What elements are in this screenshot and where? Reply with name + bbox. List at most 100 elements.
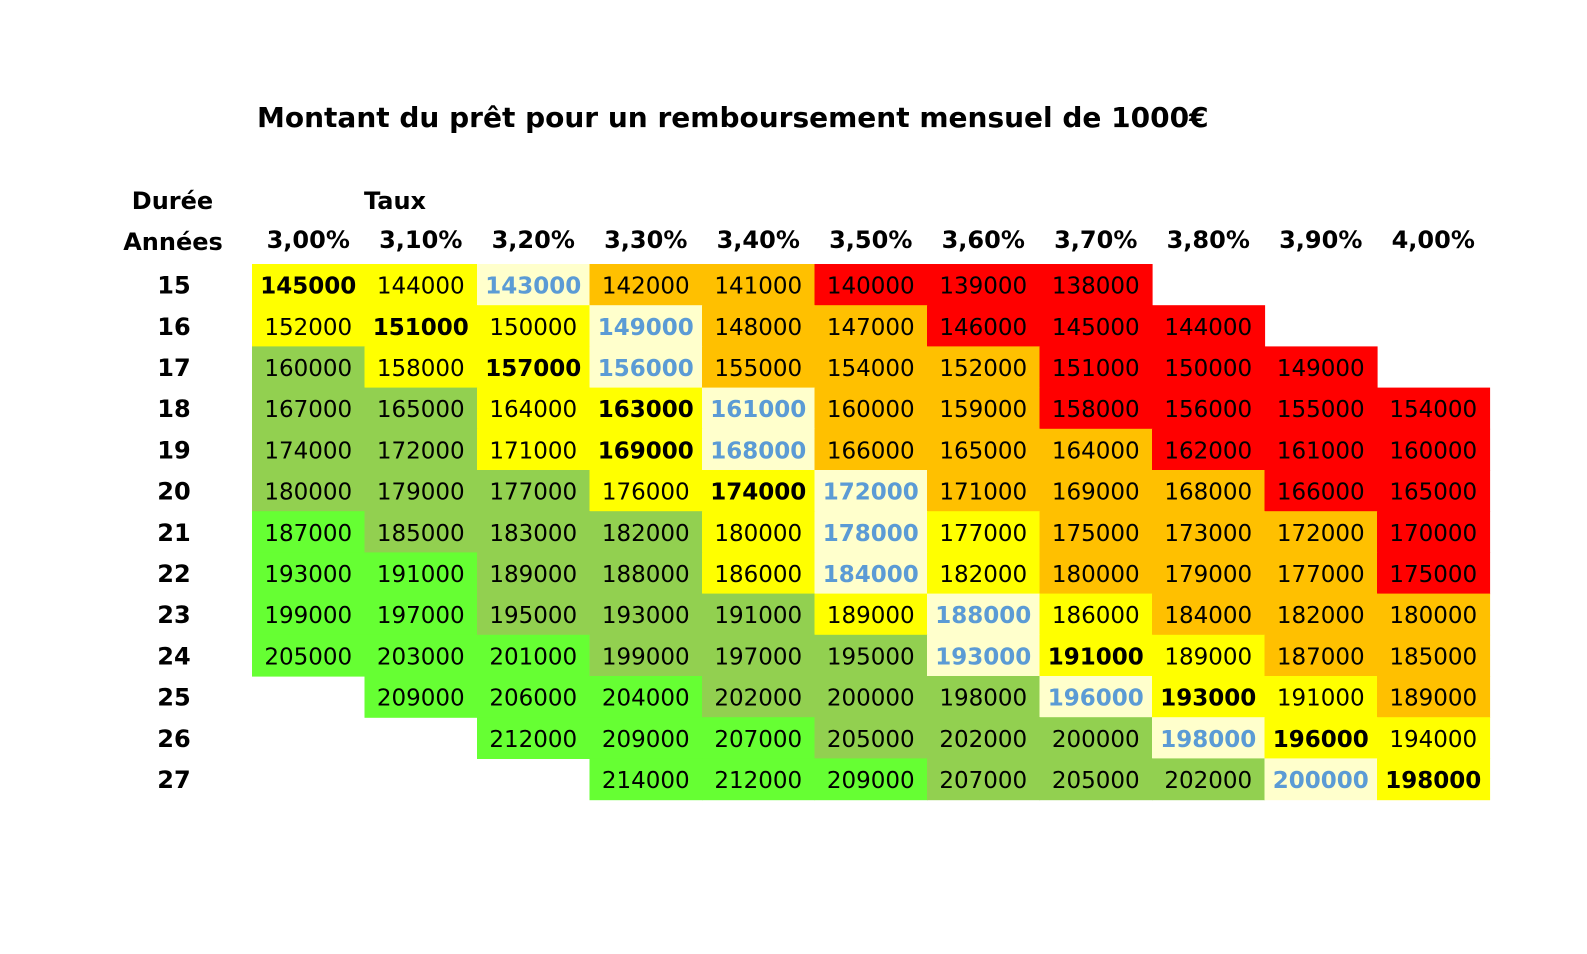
heatmap-cell (814, 717, 928, 759)
heatmap-cell-value: 201000 (489, 644, 577, 670)
col-header-9: 3,90% (1279, 226, 1362, 254)
heatmap-cell-value: 191000 (714, 603, 802, 629)
heatmap-cell (364, 346, 478, 389)
heatmap-cell (702, 305, 816, 347)
heatmap-cell (364, 511, 478, 553)
heatmap-cell (1264, 758, 1378, 801)
heatmap-cell (1039, 470, 1153, 512)
heatmap-cell-value: 200000 (1273, 768, 1369, 794)
heatmap-cell-value: 205000 (264, 644, 352, 670)
heatmap-cell (927, 264, 1041, 306)
heatmap-cell (1039, 593, 1153, 636)
heatmap-cell-value: 199000 (602, 644, 690, 670)
heatmap-cell-value: 195000 (827, 644, 915, 670)
heatmap-cell (1039, 717, 1153, 759)
heatmap-cell-value: 174000 (264, 438, 352, 464)
col-header-8: 3,80% (1167, 226, 1250, 254)
heatmap-cell (364, 593, 478, 636)
heatmap-cell-value: 178000 (823, 521, 919, 547)
heatmap-cell-value: 154000 (1389, 397, 1477, 423)
heatmap-cell-value: 191000 (1277, 686, 1365, 712)
heatmap-cell-value: 185000 (1389, 644, 1477, 670)
heatmap-cell-value: 165000 (377, 397, 465, 423)
heatmap-cell (1152, 387, 1266, 430)
col-header-6: 3,60% (942, 226, 1025, 254)
heatmap-cell-value: 177000 (489, 480, 577, 506)
heatmap-cell-value: 197000 (714, 644, 802, 670)
heatmap-cell-value: 185000 (377, 521, 465, 547)
heatmap-cell (1264, 634, 1378, 677)
heatmap-cell (1039, 428, 1153, 471)
heatmap-cell-value: 143000 (485, 274, 581, 300)
heatmap-cell (364, 634, 478, 677)
heatmap-cell-value: 168000 (1164, 480, 1252, 506)
heatmap-cell-value: 186000 (714, 562, 802, 588)
heatmap-cell (477, 676, 591, 718)
heatmap-cell-value: 198000 (939, 686, 1027, 712)
heatmap-cell-value: 164000 (1052, 438, 1140, 464)
heatmap-cell-value: 146000 (939, 315, 1027, 341)
heatmap-cell-value: 186000 (1052, 603, 1140, 629)
heatmap-cell (1377, 387, 1491, 430)
heatmap-cell-value: 169000 (598, 438, 694, 464)
row-label-20: 20 (157, 478, 190, 506)
heatmap-cell-value: 200000 (1052, 727, 1140, 753)
heatmap-cell (1039, 346, 1153, 389)
heatmap-cell-value: 145000 (1052, 315, 1140, 341)
row-label-17: 17 (157, 354, 190, 382)
heatmap-cell (477, 305, 591, 347)
heatmap-cell-value: 173000 (1164, 521, 1252, 547)
heatmap-cell (702, 264, 816, 306)
heatmap-cell-value: 141000 (714, 274, 802, 300)
heatmap-cell-value: 163000 (598, 397, 694, 423)
heatmap-cell (252, 387, 366, 430)
heatmap-cell-value: 177000 (1277, 562, 1365, 588)
heatmap-cell (814, 387, 928, 430)
heatmap-cell-value: 171000 (489, 438, 577, 464)
heatmap-cell-value: 168000 (710, 438, 806, 464)
heatmap-cell-value: 188000 (602, 562, 690, 588)
row-label-25: 25 (157, 684, 190, 712)
heatmap-cell-value: 195000 (489, 603, 577, 629)
col-header-2: 3,20% (492, 226, 575, 254)
heatmap-cell-value: 207000 (714, 727, 802, 753)
heatmap-cell-value: 180000 (264, 480, 352, 506)
heatmap-cell-value: 156000 (598, 356, 694, 382)
heatmap-cell (927, 428, 1041, 471)
heatmap-cell (702, 676, 816, 718)
heatmap-cell (1264, 593, 1378, 636)
heatmap-cell-value: 183000 (489, 521, 577, 547)
heatmap-cell (364, 552, 478, 595)
heatmap-cell-value: 202000 (939, 727, 1027, 753)
heatmap-cell-value: 209000 (827, 768, 915, 794)
heatmap-cell (1264, 511, 1378, 553)
heatmap-cell-value: 189000 (489, 562, 577, 588)
heatmap-cell (589, 634, 703, 677)
heatmap-cell (1377, 676, 1491, 718)
heatmap-cell (702, 346, 816, 389)
row-label-21: 21 (157, 519, 190, 547)
heatmap-cell-value: 206000 (489, 686, 577, 712)
heatmap-cell (1377, 428, 1491, 471)
heatmap-cell (364, 387, 478, 430)
heatmap-cell-value: 166000 (827, 438, 915, 464)
heatmap-cell (477, 387, 591, 430)
heatmap-cell-value: 161000 (1277, 438, 1365, 464)
heatmap-cell (1152, 346, 1266, 389)
heatmap-cell (477, 634, 591, 677)
heatmap-cell (364, 264, 478, 306)
heatmap-cell (814, 305, 928, 347)
heatmap-cell (364, 470, 478, 512)
heatmap-cell-value: 177000 (939, 521, 1027, 547)
heatmap-cell (1039, 634, 1153, 677)
heatmap-cell-value: 140000 (827, 274, 915, 300)
heatmap-cell-value: 184000 (823, 562, 919, 588)
heatmap-cell-value: 154000 (827, 356, 915, 382)
heatmap-cell (252, 511, 366, 553)
heatmap-cell (702, 511, 816, 553)
heatmap-cell-value: 158000 (1052, 397, 1140, 423)
heatmap-cell-value: 205000 (1052, 768, 1140, 794)
heatmap-cell (589, 305, 703, 347)
row-label-15: 15 (157, 272, 190, 300)
